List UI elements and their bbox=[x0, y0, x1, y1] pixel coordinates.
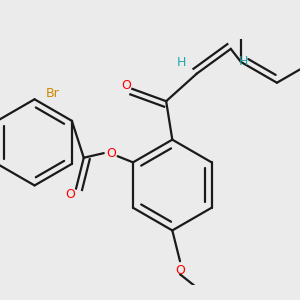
Text: Br: Br bbox=[45, 87, 59, 100]
Text: H: H bbox=[238, 55, 248, 68]
Text: O: O bbox=[121, 79, 131, 92]
Text: O: O bbox=[175, 264, 185, 277]
Text: H: H bbox=[177, 56, 186, 69]
Text: O: O bbox=[65, 188, 75, 201]
Text: O: O bbox=[106, 147, 116, 160]
